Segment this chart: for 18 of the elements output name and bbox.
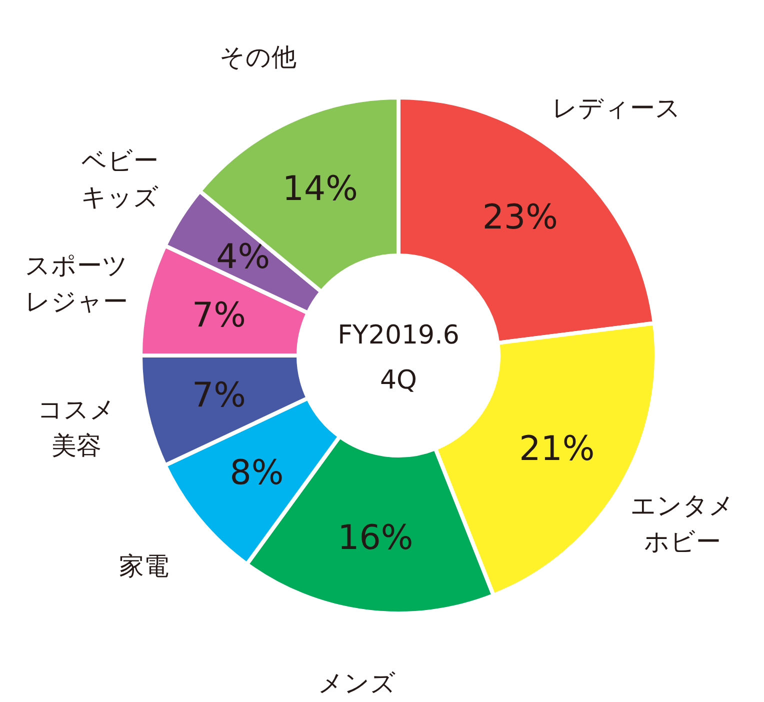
data-label: 8%	[230, 452, 284, 493]
slice-label: レディース	[552, 93, 682, 122]
slice-label: その他	[219, 42, 296, 72]
slice-label: メンズ	[318, 668, 396, 698]
slice-label: エンタメホビー	[630, 490, 735, 556]
slice-label: スポーツレジャー	[24, 250, 128, 316]
data-label: 7%	[192, 295, 246, 336]
data-label: 16%	[338, 518, 414, 558]
data-label: 14%	[282, 169, 358, 210]
data-label: 23%	[482, 197, 558, 238]
slice-label: 家電	[119, 551, 170, 580]
data-label: 7%	[192, 376, 246, 416]
slice-label: コスメ美容	[37, 394, 116, 460]
text: 4Q	[380, 366, 418, 396]
data-label: 21%	[519, 429, 595, 470]
slice-label: ベビーキッズ	[80, 146, 159, 212]
text: FY2019.6	[338, 320, 460, 350]
data-label: 4%	[216, 236, 270, 277]
